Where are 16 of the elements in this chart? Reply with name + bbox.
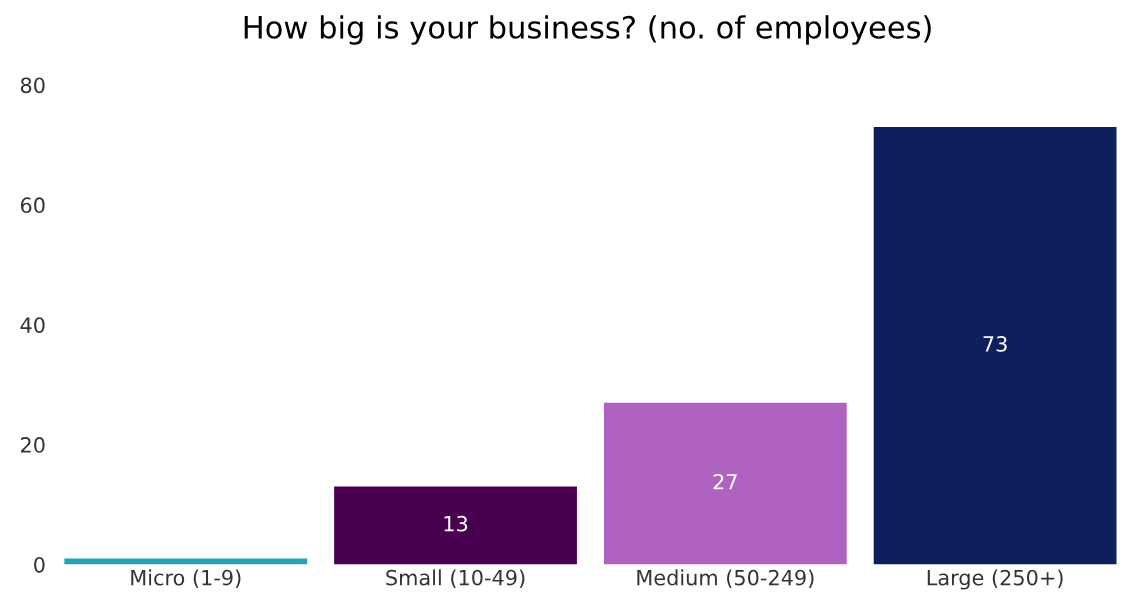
bar — [873, 126, 1117, 565]
bar — [603, 402, 847, 565]
y-tick-label: 20 — [21, 437, 45, 453]
y-tick-label: 40 — [20, 317, 45, 333]
data-label: 73 — [983, 336, 1007, 352]
x-tick-label: Large (250+) — [927, 569, 1063, 590]
data-label: 13 — [444, 515, 468, 532]
bar — [334, 486, 577, 565]
x-tick-label: Medium (50-249) — [637, 569, 814, 588]
y-tick-label: 80 — [20, 77, 45, 94]
x-tick-label: Small (10-49) — [386, 569, 525, 588]
x-tick-label: Micro (1-9) — [131, 569, 241, 588]
y-tick-label: 60 — [20, 197, 45, 214]
data-label: 27 — [713, 473, 737, 490]
y-tick-label: 0 — [34, 556, 45, 573]
chart-title: How big is your business? (no. of employees) — [244, 15, 931, 45]
